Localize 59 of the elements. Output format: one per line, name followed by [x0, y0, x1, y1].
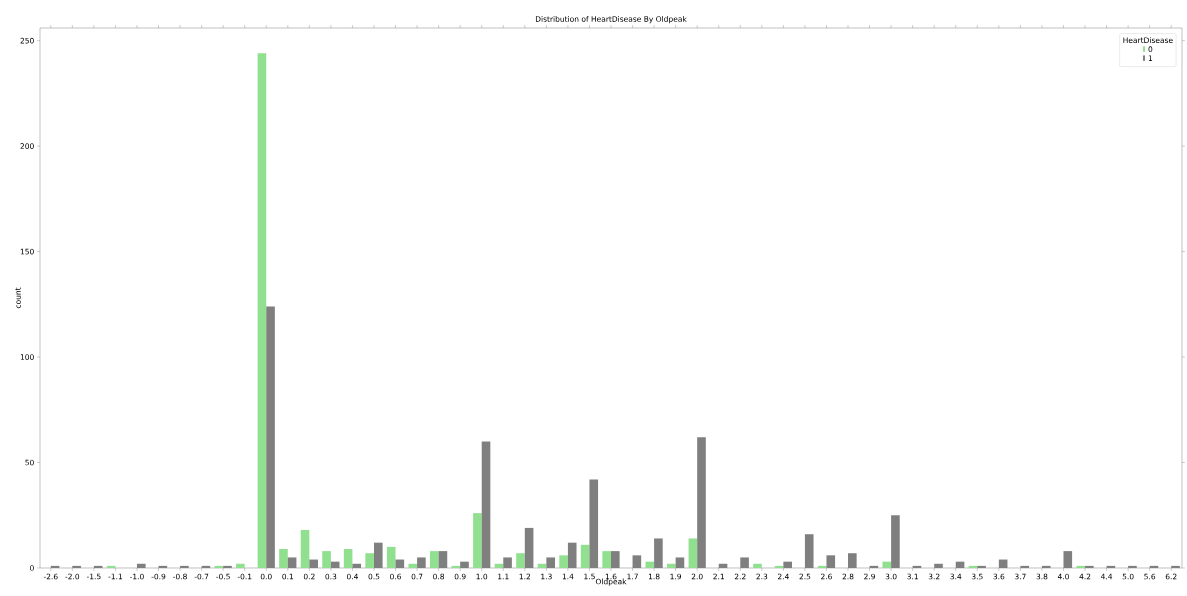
bar — [236, 563, 245, 568]
bar — [279, 549, 288, 568]
bar — [632, 555, 642, 568]
bar — [1020, 565, 1030, 568]
bar — [223, 565, 232, 568]
bar — [460, 561, 469, 568]
bar — [408, 563, 418, 568]
bar — [72, 565, 81, 568]
bar — [977, 565, 986, 568]
bar — [589, 479, 599, 568]
bar — [826, 555, 836, 568]
bar — [373, 542, 383, 568]
bar — [740, 557, 749, 568]
bar — [753, 563, 762, 568]
bar — [667, 563, 676, 568]
bar — [365, 553, 374, 568]
bar — [1171, 565, 1180, 568]
bar — [675, 557, 685, 568]
bar — [1128, 565, 1137, 568]
bar — [430, 551, 439, 568]
bar — [1063, 551, 1073, 568]
bar — [180, 565, 189, 568]
bar — [882, 561, 892, 568]
bar — [848, 553, 857, 568]
bar — [567, 542, 577, 568]
bar — [343, 549, 353, 568]
bar — [602, 551, 611, 568]
bar — [546, 557, 555, 568]
bar — [1041, 565, 1051, 568]
bar — [386, 546, 396, 568]
bar — [266, 306, 275, 568]
bar — [322, 551, 331, 568]
bar — [688, 538, 698, 568]
bar — [516, 553, 525, 568]
bar — [352, 563, 362, 568]
bar — [654, 538, 663, 568]
bar — [257, 53, 267, 568]
bar — [697, 437, 706, 568]
bar — [438, 551, 448, 568]
bar — [287, 557, 297, 568]
bar — [891, 515, 900, 568]
bar — [503, 557, 512, 568]
bar — [934, 563, 943, 568]
bar — [580, 544, 590, 568]
bar — [524, 527, 534, 568]
bar — [417, 557, 426, 568]
bar — [611, 551, 620, 568]
bar — [300, 530, 310, 568]
bar — [783, 561, 792, 568]
bar — [804, 534, 814, 568]
bar — [481, 441, 491, 568]
bar — [136, 563, 146, 568]
bar — [309, 559, 318, 568]
bar — [1085, 565, 1094, 568]
bar — [645, 561, 655, 568]
bar — [1076, 565, 1086, 568]
bar — [473, 513, 482, 568]
bar — [559, 555, 568, 568]
bar — [330, 561, 340, 568]
